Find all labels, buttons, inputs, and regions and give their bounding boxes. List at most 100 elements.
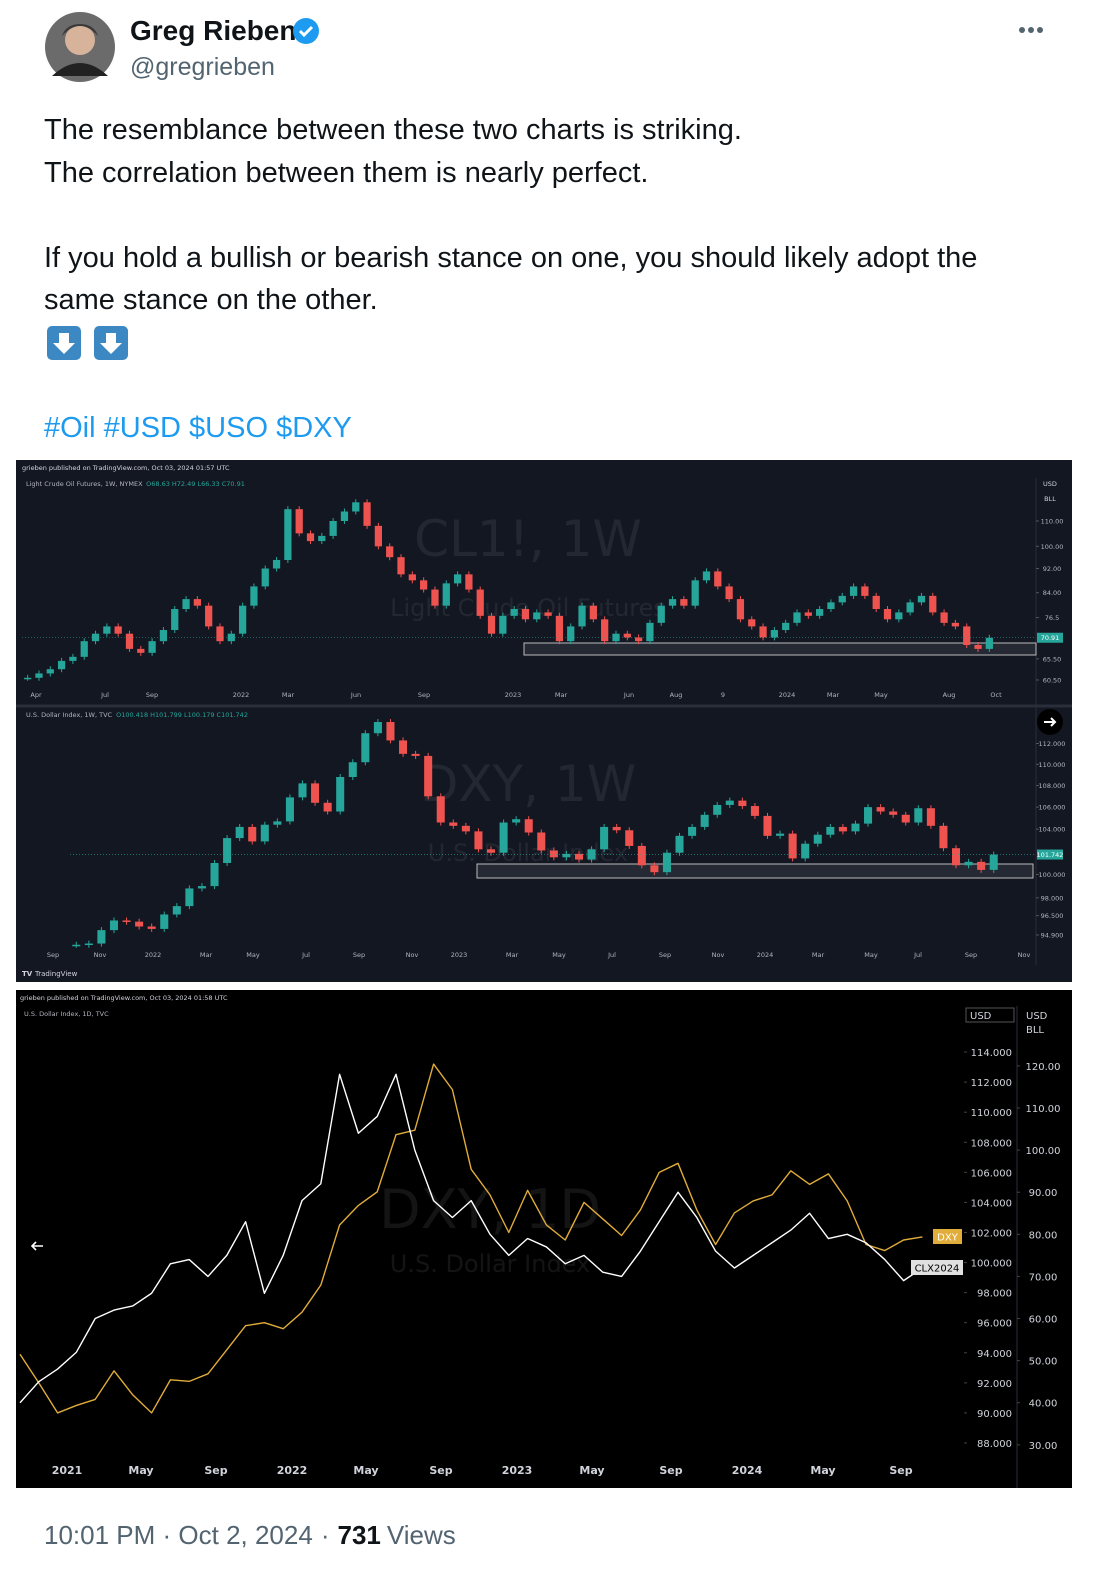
- candle: [788, 833, 797, 859]
- y2-tick-label: 90.00: [1029, 1188, 1058, 1199]
- candle: [702, 571, 711, 581]
- nav-arrow[interactable]: [1037, 709, 1063, 735]
- chart-info: Light Crude Oil Futures, 1W, NYMEX O68.63…: [26, 480, 245, 488]
- candle: [668, 599, 677, 606]
- chart-image[interactable]: [16, 990, 1072, 1488]
- chart-info: U.S. Dollar Index, 1W, TVC O100.418 H101.…: [26, 711, 248, 719]
- candle: [363, 502, 371, 526]
- x-tick-label: Sep: [47, 951, 59, 959]
- y-tick-label: 100.000: [971, 1259, 1012, 1270]
- y-tick-label: 110.00: [1041, 517, 1064, 525]
- candle: [135, 921, 144, 927]
- candle: [861, 586, 869, 596]
- y-tick-label: 114.000: [971, 1048, 1012, 1059]
- x-tick-label: May: [579, 1464, 604, 1477]
- hashtags[interactable]: #Oil #USD $USO $DXY: [44, 412, 352, 444]
- candle: [442, 583, 450, 606]
- x-tick-label: Apr: [30, 691, 42, 699]
- x-tick-label: 2023: [451, 951, 468, 959]
- candle: [901, 814, 910, 823]
- candle: [84, 943, 93, 946]
- watermark: DXY, 1D: [379, 1178, 601, 1241]
- author-name[interactable]: Greg Rieben: [130, 15, 296, 46]
- y-tick-label: 100.00: [1041, 543, 1064, 551]
- y-tick-label: 88.000: [977, 1439, 1012, 1450]
- candle: [738, 800, 747, 807]
- author-handle[interactable]: @gregrieben: [130, 53, 275, 81]
- x-tick-label: Mar: [282, 691, 295, 699]
- candle: [185, 888, 194, 907]
- ohlc-info: O100.418 H101.799 L100.179 C101.742: [116, 711, 248, 719]
- nav-arrow[interactable]: [30, 1241, 43, 1251]
- axis-header: BLL: [1026, 1025, 1044, 1036]
- candle: [260, 824, 269, 842]
- candle: [182, 599, 190, 610]
- x-tick-label: Nov: [1018, 951, 1031, 959]
- candle: [989, 854, 998, 870]
- candle: [625, 830, 634, 846]
- candle: [906, 602, 914, 613]
- more-menu[interactable]: [1019, 27, 1043, 33]
- last-price-label: 101.742: [1037, 851, 1064, 859]
- candle: [914, 808, 923, 823]
- candle: [804, 612, 812, 616]
- candle: [431, 589, 439, 606]
- tweet-meta: 10:01 PM · Oct 2, 2024 · 731 Views: [44, 1520, 456, 1550]
- last-price-box: [1037, 849, 1063, 860]
- timestamp[interactable]: 10:01 PM · Oct 2, 2024: [44, 1520, 313, 1550]
- support-zone: [476, 863, 1034, 879]
- candle: [386, 546, 394, 558]
- candle: [533, 612, 541, 620]
- candle: [838, 595, 846, 603]
- candle: [306, 533, 315, 542]
- y-tick-label: 102.000: [971, 1228, 1012, 1239]
- candle: [929, 595, 937, 613]
- candle: [399, 740, 408, 754]
- candle: [646, 622, 654, 642]
- candle: [336, 776, 345, 812]
- x-tick-label: Mar: [555, 691, 568, 699]
- candle: [725, 800, 734, 805]
- y-tick-label: 92.00: [1043, 565, 1062, 573]
- separator: ·: [321, 1520, 330, 1550]
- candle: [171, 609, 179, 631]
- candle: [103, 626, 111, 634]
- tweet-text: same stance on the other.: [44, 284, 378, 316]
- candle: [239, 605, 247, 634]
- candle: [940, 612, 948, 623]
- candle: [521, 609, 530, 620]
- candle: [951, 622, 960, 627]
- candle: [951, 848, 961, 866]
- view-count: 731: [337, 1520, 380, 1550]
- candle: [285, 797, 294, 822]
- y-tick-label: 110.000: [971, 1108, 1012, 1119]
- candle: [801, 843, 810, 859]
- price-line: [19, 1073, 923, 1404]
- candle: [691, 580, 699, 606]
- x-tick-label: Nov: [712, 951, 725, 959]
- candle: [537, 832, 546, 851]
- x-tick-label: Jul: [100, 691, 109, 699]
- candle: [397, 557, 405, 575]
- y-tick-label: 100.000: [1039, 871, 1066, 879]
- candle: [295, 509, 303, 534]
- candle: [578, 605, 586, 627]
- x-tick-label: 2023: [505, 691, 522, 699]
- candle: [637, 845, 646, 866]
- candle: [688, 826, 697, 836]
- candle: [311, 783, 320, 803]
- x-tick-label: May: [353, 1464, 378, 1477]
- candle: [601, 619, 609, 642]
- series-label-box: [911, 1260, 963, 1275]
- candle: [544, 612, 552, 616]
- candle: [46, 669, 54, 674]
- candle: [374, 525, 383, 547]
- candle: [487, 615, 496, 634]
- symbol-info: U.S. Dollar Index, 1W, TVC: [26, 711, 113, 719]
- avatar[interactable]: [45, 12, 115, 82]
- candle: [91, 633, 100, 642]
- verified-badge: [293, 18, 319, 44]
- y2-tick-label: 40.00: [1029, 1399, 1058, 1410]
- candle: [574, 853, 584, 860]
